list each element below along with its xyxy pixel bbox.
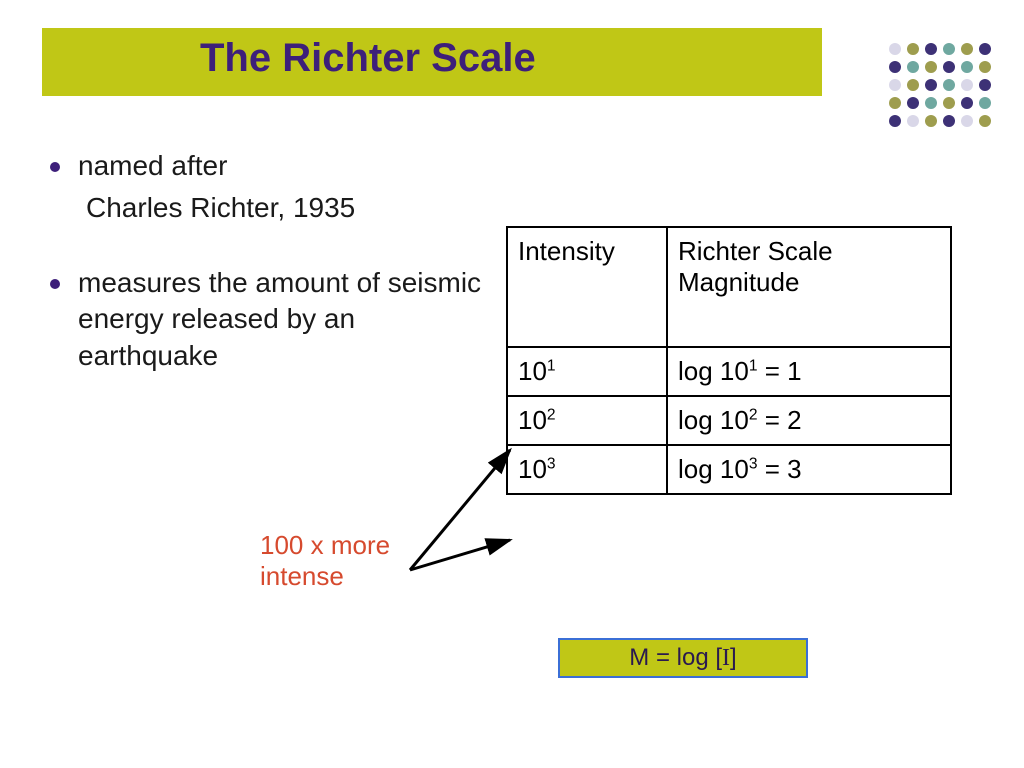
bullet-dot-icon bbox=[50, 279, 60, 289]
table-row: 103 log 103 = 3 bbox=[507, 445, 951, 494]
decorative-dot bbox=[889, 115, 901, 127]
bullet-text: measures the amount of seismic energy re… bbox=[78, 265, 490, 374]
decorative-dot bbox=[979, 61, 991, 73]
table-cell: 101 bbox=[507, 347, 667, 396]
decorative-dot-grid bbox=[886, 40, 994, 130]
bullet-subtext: Charles Richter, 1935 bbox=[86, 190, 490, 226]
table-header-cell: Intensity bbox=[507, 227, 667, 347]
decorative-dot bbox=[889, 61, 901, 73]
decorative-dot bbox=[889, 43, 901, 55]
arrow-annotation-icon bbox=[400, 440, 560, 600]
bullet-list: named after Charles Richter, 1935 measur… bbox=[50, 148, 490, 380]
intensity-table: Intensity Richter Scale Magnitude 101 lo… bbox=[506, 226, 952, 495]
decorative-dot bbox=[925, 79, 937, 91]
decorative-dot bbox=[925, 61, 937, 73]
decorative-dot bbox=[961, 97, 973, 109]
decorative-dot bbox=[889, 97, 901, 109]
callout-text: 100 x more intense bbox=[260, 530, 390, 592]
table-cell: log 101 = 1 bbox=[667, 347, 951, 396]
table-cell: log 103 = 3 bbox=[667, 445, 951, 494]
formula-variable: I bbox=[722, 645, 730, 672]
decorative-dot bbox=[961, 115, 973, 127]
decorative-dot bbox=[925, 97, 937, 109]
formula-text: ] bbox=[730, 644, 737, 672]
table-row: 102 log 102 = 2 bbox=[507, 396, 951, 445]
decorative-dot bbox=[889, 79, 901, 91]
formula-text: M = log [ bbox=[629, 644, 722, 672]
decorative-dot bbox=[943, 97, 955, 109]
decorative-dot bbox=[979, 79, 991, 91]
decorative-dot bbox=[925, 43, 937, 55]
decorative-dot bbox=[925, 115, 937, 127]
decorative-dot bbox=[943, 43, 955, 55]
decorative-dot bbox=[907, 115, 919, 127]
decorative-dot bbox=[943, 61, 955, 73]
decorative-dot bbox=[961, 61, 973, 73]
callout-line: intense bbox=[260, 561, 390, 592]
decorative-dot bbox=[979, 43, 991, 55]
bullet-dot-icon bbox=[50, 162, 60, 172]
slide: The Richter Scale named after Charles Ri… bbox=[0, 0, 1024, 768]
table-row: 101 log 101 = 1 bbox=[507, 347, 951, 396]
decorative-dot bbox=[907, 61, 919, 73]
decorative-dot bbox=[943, 79, 955, 91]
bullet-item-2: measures the amount of seismic energy re… bbox=[50, 265, 490, 374]
decorative-dot bbox=[907, 79, 919, 91]
decorative-dot bbox=[961, 79, 973, 91]
decorative-dot bbox=[961, 43, 973, 55]
decorative-dot bbox=[907, 43, 919, 55]
table-header-cell: Richter Scale Magnitude bbox=[667, 227, 951, 347]
decorative-dot bbox=[907, 97, 919, 109]
table-cell: log 102 = 2 bbox=[667, 396, 951, 445]
decorative-dot bbox=[943, 115, 955, 127]
bullet-text: named after bbox=[78, 148, 227, 184]
decorative-dot bbox=[979, 97, 991, 109]
bullet-item-1: named after bbox=[50, 148, 490, 184]
callout-line: 100 x more bbox=[260, 530, 390, 561]
decorative-dot bbox=[979, 115, 991, 127]
table-cell: 102 bbox=[507, 396, 667, 445]
table-header-row: Intensity Richter Scale Magnitude bbox=[507, 227, 951, 347]
slide-title: The Richter Scale bbox=[200, 36, 536, 81]
formula-box: M = log [ I ] bbox=[558, 638, 808, 678]
